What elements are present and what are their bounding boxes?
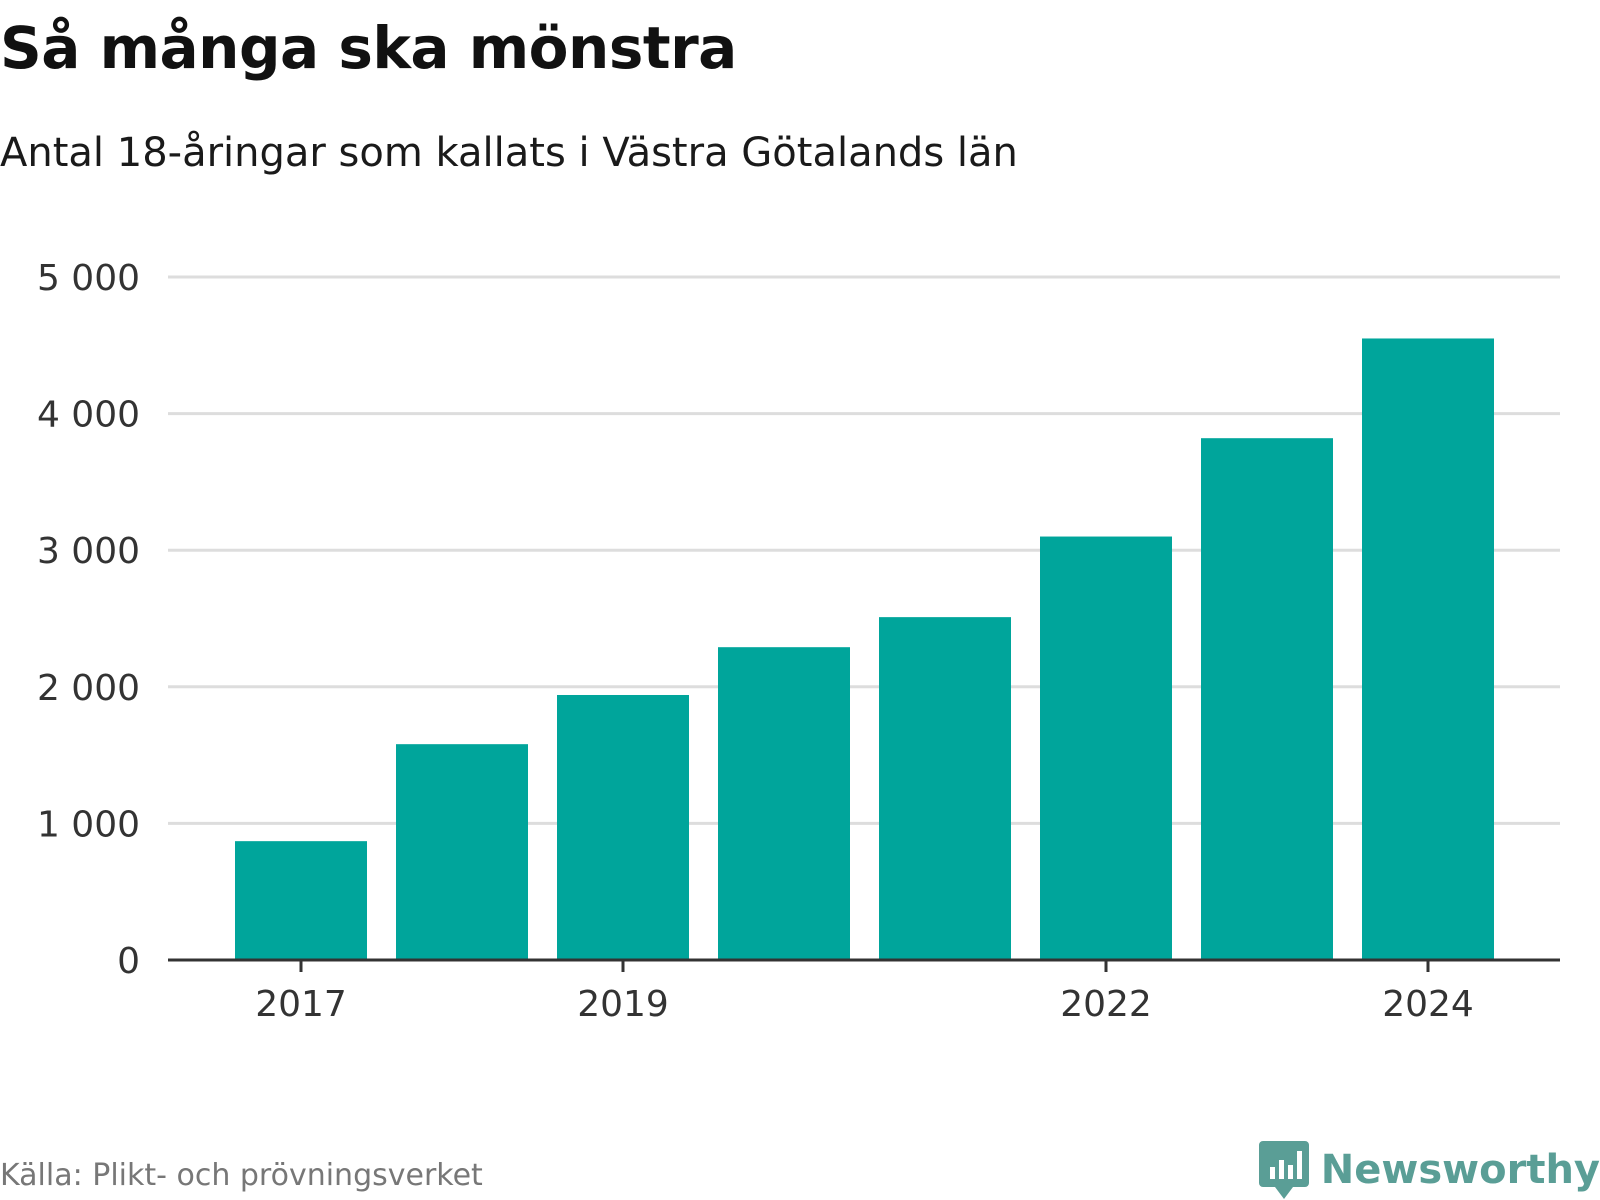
bars <box>235 338 1494 961</box>
x-axis-ticks: 2017 2019 2022 2024 <box>255 960 1474 1025</box>
x-tick-label: 2022 <box>1060 984 1152 1025</box>
brand-logo: Newsworthy <box>1258 1140 1600 1200</box>
x-tick-label: 2024 <box>1382 984 1474 1025</box>
x-tick-label: 2017 <box>255 984 347 1025</box>
y-tick-label: 4 000 <box>37 395 140 436</box>
grid-lines <box>168 275 1560 825</box>
y-tick-label: 5 000 <box>37 258 140 299</box>
x-tick-label: 2019 <box>577 984 669 1025</box>
y-tick-label: 1 000 <box>37 804 140 845</box>
chart-subtitle: Antal 18-åringar som kallats i Västra Gö… <box>0 130 1018 176</box>
y-tick-label: 2 000 <box>37 668 140 709</box>
bar-2018 <box>396 744 528 960</box>
y-axis-tick-labels: 0 1 000 2 000 3 000 4 000 5 000 <box>37 258 140 982</box>
brand-name: Newsworthy <box>1320 1147 1600 1193</box>
bar-2023 <box>1201 438 1333 960</box>
bar-2017 <box>235 841 367 960</box>
y-tick-label: 0 <box>117 941 140 982</box>
bar-2019 <box>557 694 689 960</box>
y-tick-label: 3 000 <box>37 531 140 572</box>
source-note: Källa: Plikt- och prövningsverket <box>0 1158 483 1193</box>
chart-title: Så många ska mönstra <box>0 14 737 82</box>
bar-2022 <box>1040 536 1172 960</box>
bar-2024 <box>1362 338 1494 961</box>
bar-chart-logo-icon <box>1258 1141 1309 1199</box>
bar-2020 <box>718 647 850 960</box>
bar-2021 <box>879 617 1011 960</box>
